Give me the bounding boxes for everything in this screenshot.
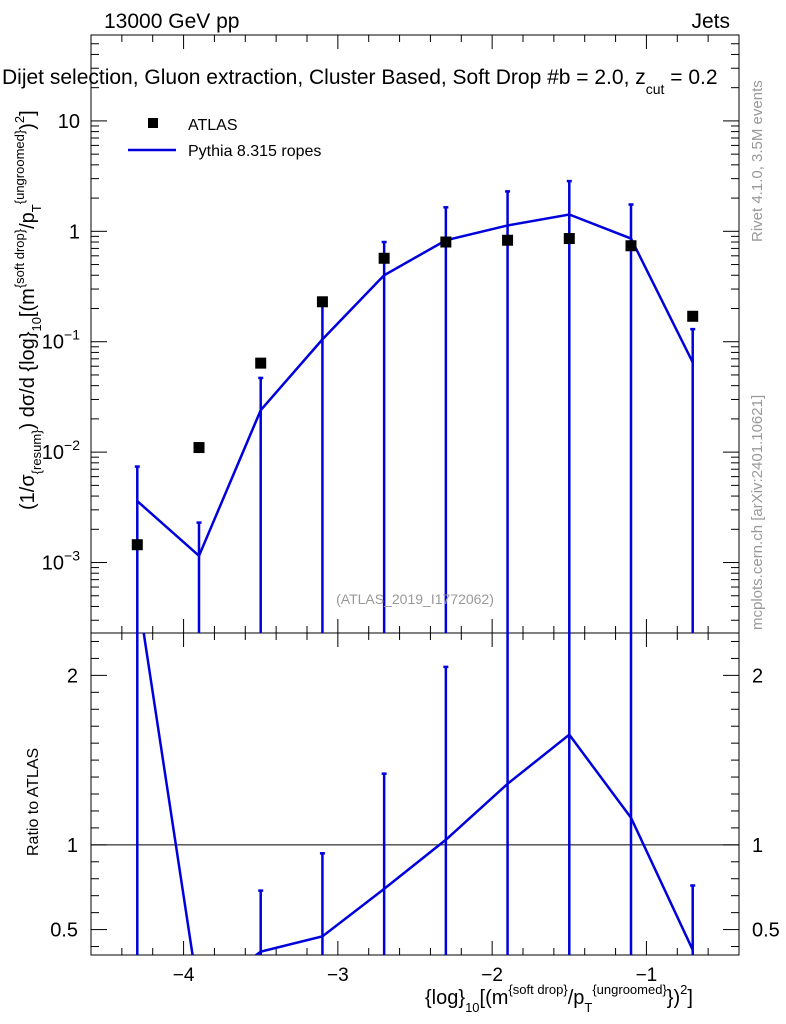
data-point (440, 236, 452, 248)
energy-label: 13000 GeV pp (104, 10, 239, 33)
selection-title: Dijet selection, Gluon extraction, Clust… (2, 66, 718, 97)
main-plot-marks (131, 179, 699, 633)
legend-data-marker (148, 118, 158, 128)
y-tick-label-main: 10−1 (42, 327, 80, 354)
y-tick-label-main: 10−3 (42, 548, 80, 575)
analysis-id: (ATLAS_2019_I1772062) (336, 591, 494, 607)
legend-mc-label: Pythia 8.315 ropes (188, 143, 321, 160)
data-point (502, 234, 514, 246)
data-point (255, 357, 267, 369)
data-point (563, 233, 575, 245)
legend-data-label: ATLAS (188, 117, 238, 134)
rivet-label: Rivet 4.1.0, 3.5M events (749, 80, 766, 242)
data-point (316, 296, 328, 308)
y-tick-label-main: 10 (58, 111, 80, 133)
axis-ticks: −4 −3 −2 −1 10−3 10−2 10−1 1 10 0.5 0.5 1 1 2 2 (42, 34, 780, 986)
data-point (625, 240, 637, 252)
y-tick-label-ratio-left: 2 (67, 665, 78, 687)
y-tick-label-ratio-right: 0.5 (752, 920, 780, 942)
y-tick-label-ratio-right: 1 (752, 835, 763, 857)
y-tick-label-ratio-left: 1 (67, 835, 78, 857)
y-tick-label-ratio-left: 0.5 (50, 920, 78, 942)
data-point (131, 539, 143, 551)
source-label: mcplots.cern.ch [arXiv:2401.10621] (749, 395, 766, 630)
main-y-axis-label: (1/σ{resum}) dσ/d {log}10[(m{soft drop}/… (12, 110, 44, 510)
category-label: Jets (691, 10, 730, 33)
x-tick-label: −2 (481, 965, 503, 986)
x-tick-label: −4 (173, 965, 195, 986)
data-point (687, 310, 699, 322)
ratio-plot-marks (136, 633, 696, 955)
x-axis-label: {log}10[(m{soft drop}/pT{ungroomed}})2] (425, 982, 693, 1015)
mc-line (136, 213, 694, 558)
ratio-plot-frame (90, 632, 740, 956)
x-tick-label: −1 (636, 965, 658, 986)
ratio-line (142, 633, 694, 955)
y-tick-label-main: 1 (69, 221, 80, 243)
x-tick-label: −3 (327, 965, 349, 986)
y-tick-label-ratio-right: 2 (752, 665, 763, 687)
y-tick-label-main: 10−2 (42, 437, 80, 464)
ratio-y-axis-label: Ratio to ATLAS (25, 748, 42, 856)
data-point (193, 442, 205, 454)
data-point (378, 252, 390, 264)
